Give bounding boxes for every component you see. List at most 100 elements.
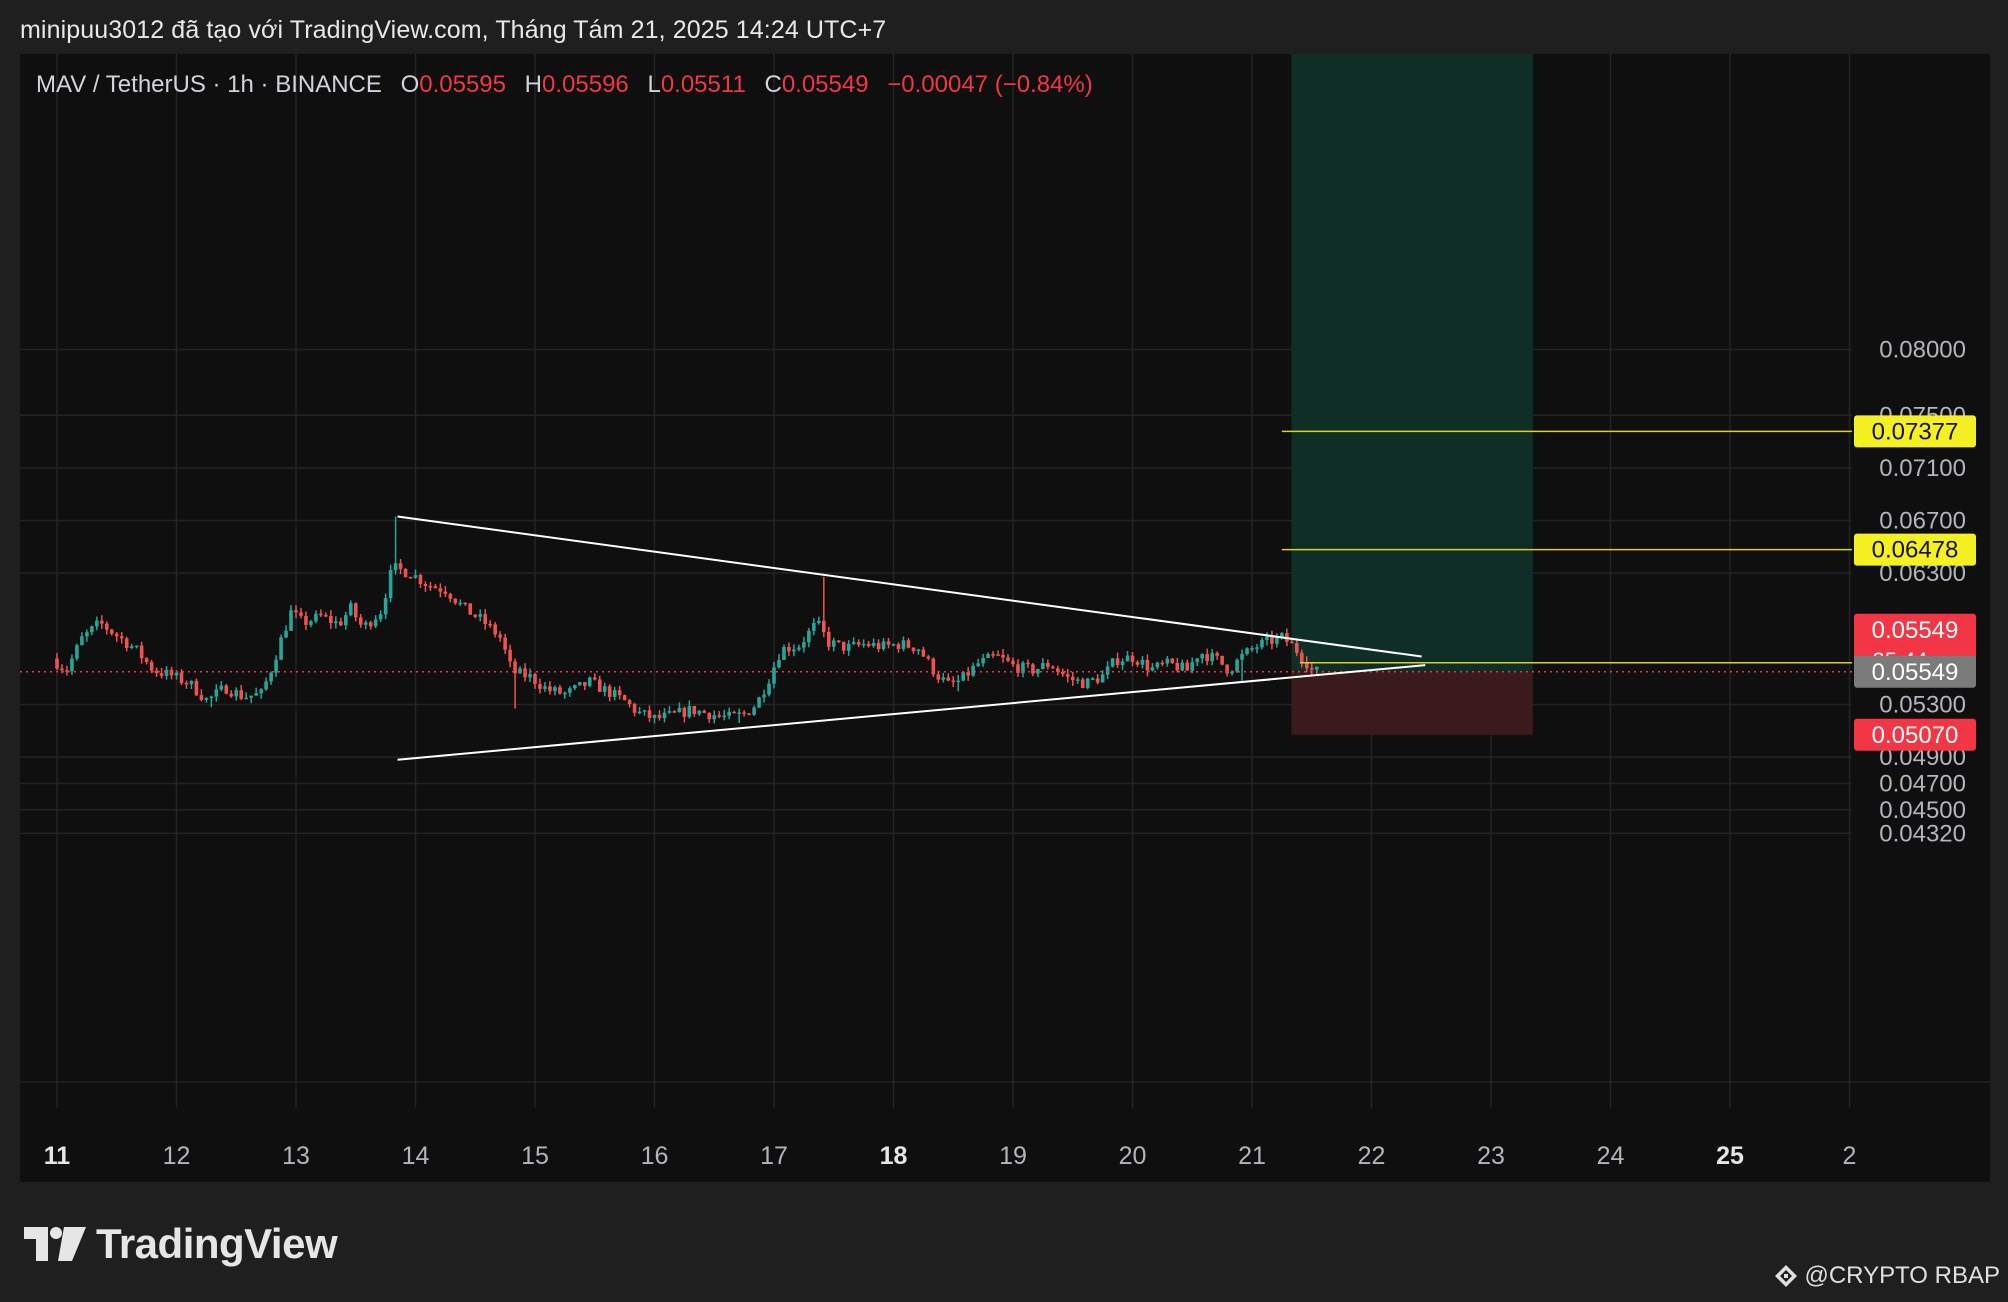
candle bbox=[1006, 654, 1010, 663]
candle bbox=[1220, 655, 1224, 666]
candle bbox=[1021, 660, 1025, 678]
candle-body bbox=[1160, 662, 1165, 665]
candle-body bbox=[244, 697, 249, 700]
candle-body bbox=[284, 630, 288, 638]
time-tick-label: 21 bbox=[1238, 1142, 1266, 1170]
candle bbox=[363, 620, 368, 630]
price-tick-label: 0.04500 bbox=[1879, 797, 1966, 824]
candle bbox=[996, 650, 1000, 656]
candle-body bbox=[821, 620, 826, 633]
price-label-text: 0.05549 bbox=[1872, 617, 1959, 644]
candle-body bbox=[1295, 643, 1299, 653]
candle bbox=[343, 611, 348, 630]
price-tick-label: 0.04320 bbox=[1879, 820, 1966, 847]
candle-body bbox=[114, 633, 119, 637]
candle bbox=[851, 637, 856, 646]
candle-body bbox=[1041, 663, 1045, 669]
price-label: 0.05549 bbox=[1854, 655, 1976, 688]
candle-body bbox=[1270, 636, 1274, 644]
candle-body bbox=[1130, 655, 1135, 662]
candle bbox=[747, 713, 751, 716]
price-tick-label: 0.04700 bbox=[1879, 770, 1966, 797]
candle-body bbox=[1180, 662, 1185, 671]
candle bbox=[757, 696, 761, 708]
chart-area[interactable] bbox=[20, 54, 1990, 1182]
candle-body bbox=[443, 591, 448, 594]
candle bbox=[1085, 677, 1090, 690]
candle-body bbox=[1016, 664, 1020, 673]
candle-body bbox=[946, 677, 951, 681]
candle-body bbox=[747, 713, 751, 715]
candle bbox=[448, 592, 453, 603]
candle-body bbox=[1056, 668, 1060, 672]
candle bbox=[209, 695, 214, 708]
candle-body bbox=[996, 654, 1000, 656]
candle-body bbox=[264, 681, 268, 690]
candle-body bbox=[667, 711, 672, 713]
candle bbox=[1265, 632, 1269, 646]
candle bbox=[249, 695, 253, 704]
candle bbox=[682, 706, 687, 723]
time-tick-label: 23 bbox=[1477, 1142, 1505, 1170]
candle bbox=[1180, 659, 1185, 672]
candle bbox=[966, 667, 970, 681]
candle-body bbox=[488, 623, 492, 626]
candle bbox=[1026, 659, 1030, 668]
candle bbox=[548, 681, 552, 695]
candle-body bbox=[373, 619, 378, 627]
price-chart[interactable]: 0.080000.075000.071000.067000.063000.053… bbox=[0, 0, 2008, 1182]
candle bbox=[468, 603, 473, 615]
candle-body bbox=[866, 643, 871, 647]
candle-body bbox=[617, 690, 622, 696]
candle-body bbox=[1140, 659, 1145, 665]
candle-body bbox=[841, 641, 846, 651]
price-label-text: 0.07377 bbox=[1872, 418, 1959, 445]
candle-body bbox=[353, 603, 358, 618]
candle bbox=[946, 673, 951, 682]
candle bbox=[463, 602, 468, 606]
candle bbox=[976, 658, 980, 667]
candle bbox=[1046, 659, 1050, 670]
candle-body bbox=[563, 692, 567, 695]
tradingview-logo[interactable]: TradingView bbox=[24, 1220, 338, 1268]
candle-body bbox=[1051, 666, 1055, 669]
candle-body bbox=[129, 646, 134, 648]
candle bbox=[154, 667, 159, 677]
candle-body bbox=[463, 602, 468, 605]
candle bbox=[707, 712, 712, 723]
candle-body bbox=[363, 622, 368, 625]
candle-body bbox=[1250, 648, 1254, 650]
candle-body bbox=[727, 711, 731, 716]
candle bbox=[1155, 661, 1160, 670]
time-tick-label: 22 bbox=[1358, 1142, 1386, 1170]
candle-body bbox=[259, 689, 263, 694]
candle bbox=[821, 576, 826, 638]
candle bbox=[1075, 677, 1080, 684]
candle-body bbox=[1026, 662, 1030, 665]
time-tick-label: 11 bbox=[44, 1142, 71, 1170]
candle-body bbox=[314, 613, 318, 622]
candle-body bbox=[836, 640, 841, 642]
candle bbox=[971, 662, 975, 677]
candle-body bbox=[498, 634, 502, 638]
candle bbox=[1225, 664, 1229, 677]
candle bbox=[114, 632, 119, 642]
candle bbox=[592, 673, 597, 681]
candle-body bbox=[1120, 661, 1125, 666]
candle-body bbox=[881, 641, 886, 650]
candle bbox=[956, 674, 961, 692]
candle bbox=[234, 687, 239, 701]
price-label-text: 0.05070 bbox=[1872, 722, 1959, 749]
candle bbox=[1056, 665, 1060, 676]
candle-body bbox=[602, 686, 607, 692]
candle bbox=[652, 714, 657, 724]
candle-body bbox=[523, 668, 527, 678]
candle bbox=[1250, 645, 1254, 652]
price-tick-label: 0.08000 bbox=[1879, 337, 1966, 364]
candle-body bbox=[1001, 654, 1005, 658]
candle bbox=[1100, 670, 1105, 683]
candle-body bbox=[692, 706, 697, 715]
symbol-legend: MAV / TetherUS · 1h · BINANCE O0.05595 H… bbox=[36, 71, 1093, 99]
candle-body bbox=[846, 643, 851, 651]
candle-body bbox=[1200, 654, 1205, 659]
